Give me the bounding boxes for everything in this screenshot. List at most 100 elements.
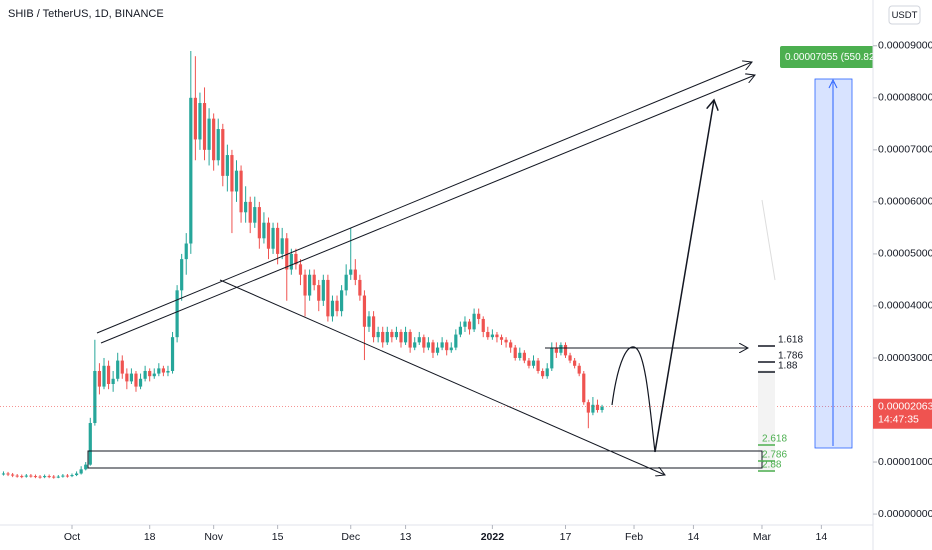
trend-line (219, 279, 665, 475)
candle-body (317, 285, 321, 301)
fib-band (758, 370, 775, 472)
fib-label: 1.88 (778, 361, 798, 372)
candle-body (513, 347, 517, 358)
x-tick-label: Mar (753, 531, 772, 543)
candle-body (29, 475, 33, 477)
candle-body (454, 334, 458, 348)
candle-body (221, 129, 225, 176)
fib-label: 2.88 (762, 460, 782, 471)
candle-body (303, 274, 307, 296)
x-tick-label: Dec (341, 531, 360, 543)
candle-body (111, 378, 115, 384)
x-tick-label: 17 (560, 531, 572, 543)
candle-body (230, 155, 234, 192)
candle-body (42, 476, 47, 478)
candle-body (280, 238, 284, 254)
candle-body (47, 476, 51, 478)
candle-body (349, 269, 353, 275)
candle-body (253, 207, 257, 223)
candle-body (312, 274, 316, 286)
candle-body (148, 370, 152, 377)
faint-line (761, 199, 776, 281)
y-tick-label: 0.00008000 (878, 92, 932, 104)
candle-body (330, 300, 335, 317)
candle-body (180, 259, 184, 291)
candle-body (79, 469, 83, 474)
last-price-box (873, 398, 932, 429)
channel-line (100, 75, 755, 344)
candle-body (408, 331, 412, 348)
support-box (87, 450, 763, 469)
candle-body (573, 360, 577, 366)
candle-body (385, 331, 389, 343)
candle-body (344, 274, 348, 291)
measure-label: 0.00007055 (550.82%) 70 (780, 46, 873, 68)
currency-box[interactable] (888, 5, 921, 25)
chart-title: SHIB / TetherUS, 1D, BINANCE (8, 8, 164, 20)
candle-body (276, 227, 280, 254)
candle-body (445, 342, 449, 351)
candle-body (244, 201, 248, 213)
candle-body (490, 334, 494, 338)
candle-body (298, 264, 303, 275)
candle-body (481, 318, 485, 332)
candle-body (390, 331, 394, 338)
candle-body (1, 473, 6, 475)
candle-body (591, 404, 595, 413)
candle-body (472, 313, 476, 330)
candle-body (559, 344, 563, 353)
candle-body (362, 295, 367, 327)
candle-body (225, 155, 229, 176)
candle-body (321, 279, 325, 301)
candle-body (184, 243, 188, 260)
candle-body (88, 423, 92, 465)
candle-body (449, 347, 453, 351)
y-tick-label: 0.00004000 (878, 300, 932, 312)
candle-body (15, 475, 19, 477)
candle-body (74, 473, 79, 476)
candle-body (308, 274, 312, 296)
candle-body (527, 360, 531, 366)
candle-body (595, 404, 600, 411)
candle-body (61, 475, 65, 477)
candle-body (399, 331, 403, 343)
candle-body (262, 222, 266, 239)
candle-body (161, 368, 165, 373)
candle-body (33, 476, 38, 478)
candle-body (116, 360, 120, 379)
candle-body (371, 316, 376, 338)
candle-body (52, 476, 56, 478)
x-tick-label: Nov (204, 531, 223, 543)
fib-label: 2.786 (762, 450, 787, 461)
candle-body (554, 347, 558, 353)
candle-body (541, 370, 545, 377)
candle-body (198, 103, 202, 140)
x-tick-label: Oct (64, 531, 80, 543)
y-tick-label: 0.00003000 (878, 352, 932, 364)
candle-body (504, 339, 508, 343)
last-price-label: 0.00002063 (878, 401, 932, 413)
candle-body (435, 347, 440, 353)
candle-body (531, 360, 536, 366)
candle-body (38, 476, 42, 478)
candle-body (486, 331, 490, 338)
x-tick-label: 14 (688, 531, 700, 543)
candle-body (166, 370, 170, 373)
y-tick-label: 0.00001000 (878, 456, 932, 468)
candle-body (381, 331, 385, 343)
candle-body (11, 474, 15, 476)
axes: 0.000000000.000010000.000020000.00003000… (64, 40, 932, 543)
fib-label: 1.786 (778, 351, 803, 362)
candle-body (285, 238, 289, 270)
candle-body (102, 365, 106, 387)
candle-body (6, 473, 10, 475)
channel-line (96, 62, 752, 334)
candle-body (600, 406, 604, 411)
x-tick-label: Feb (625, 531, 643, 543)
candle-body (175, 290, 179, 338)
candle-body (271, 227, 275, 249)
candle-body (189, 97, 193, 244)
candle-body (426, 342, 431, 348)
currency-label[interactable]: USDT (892, 10, 918, 21)
